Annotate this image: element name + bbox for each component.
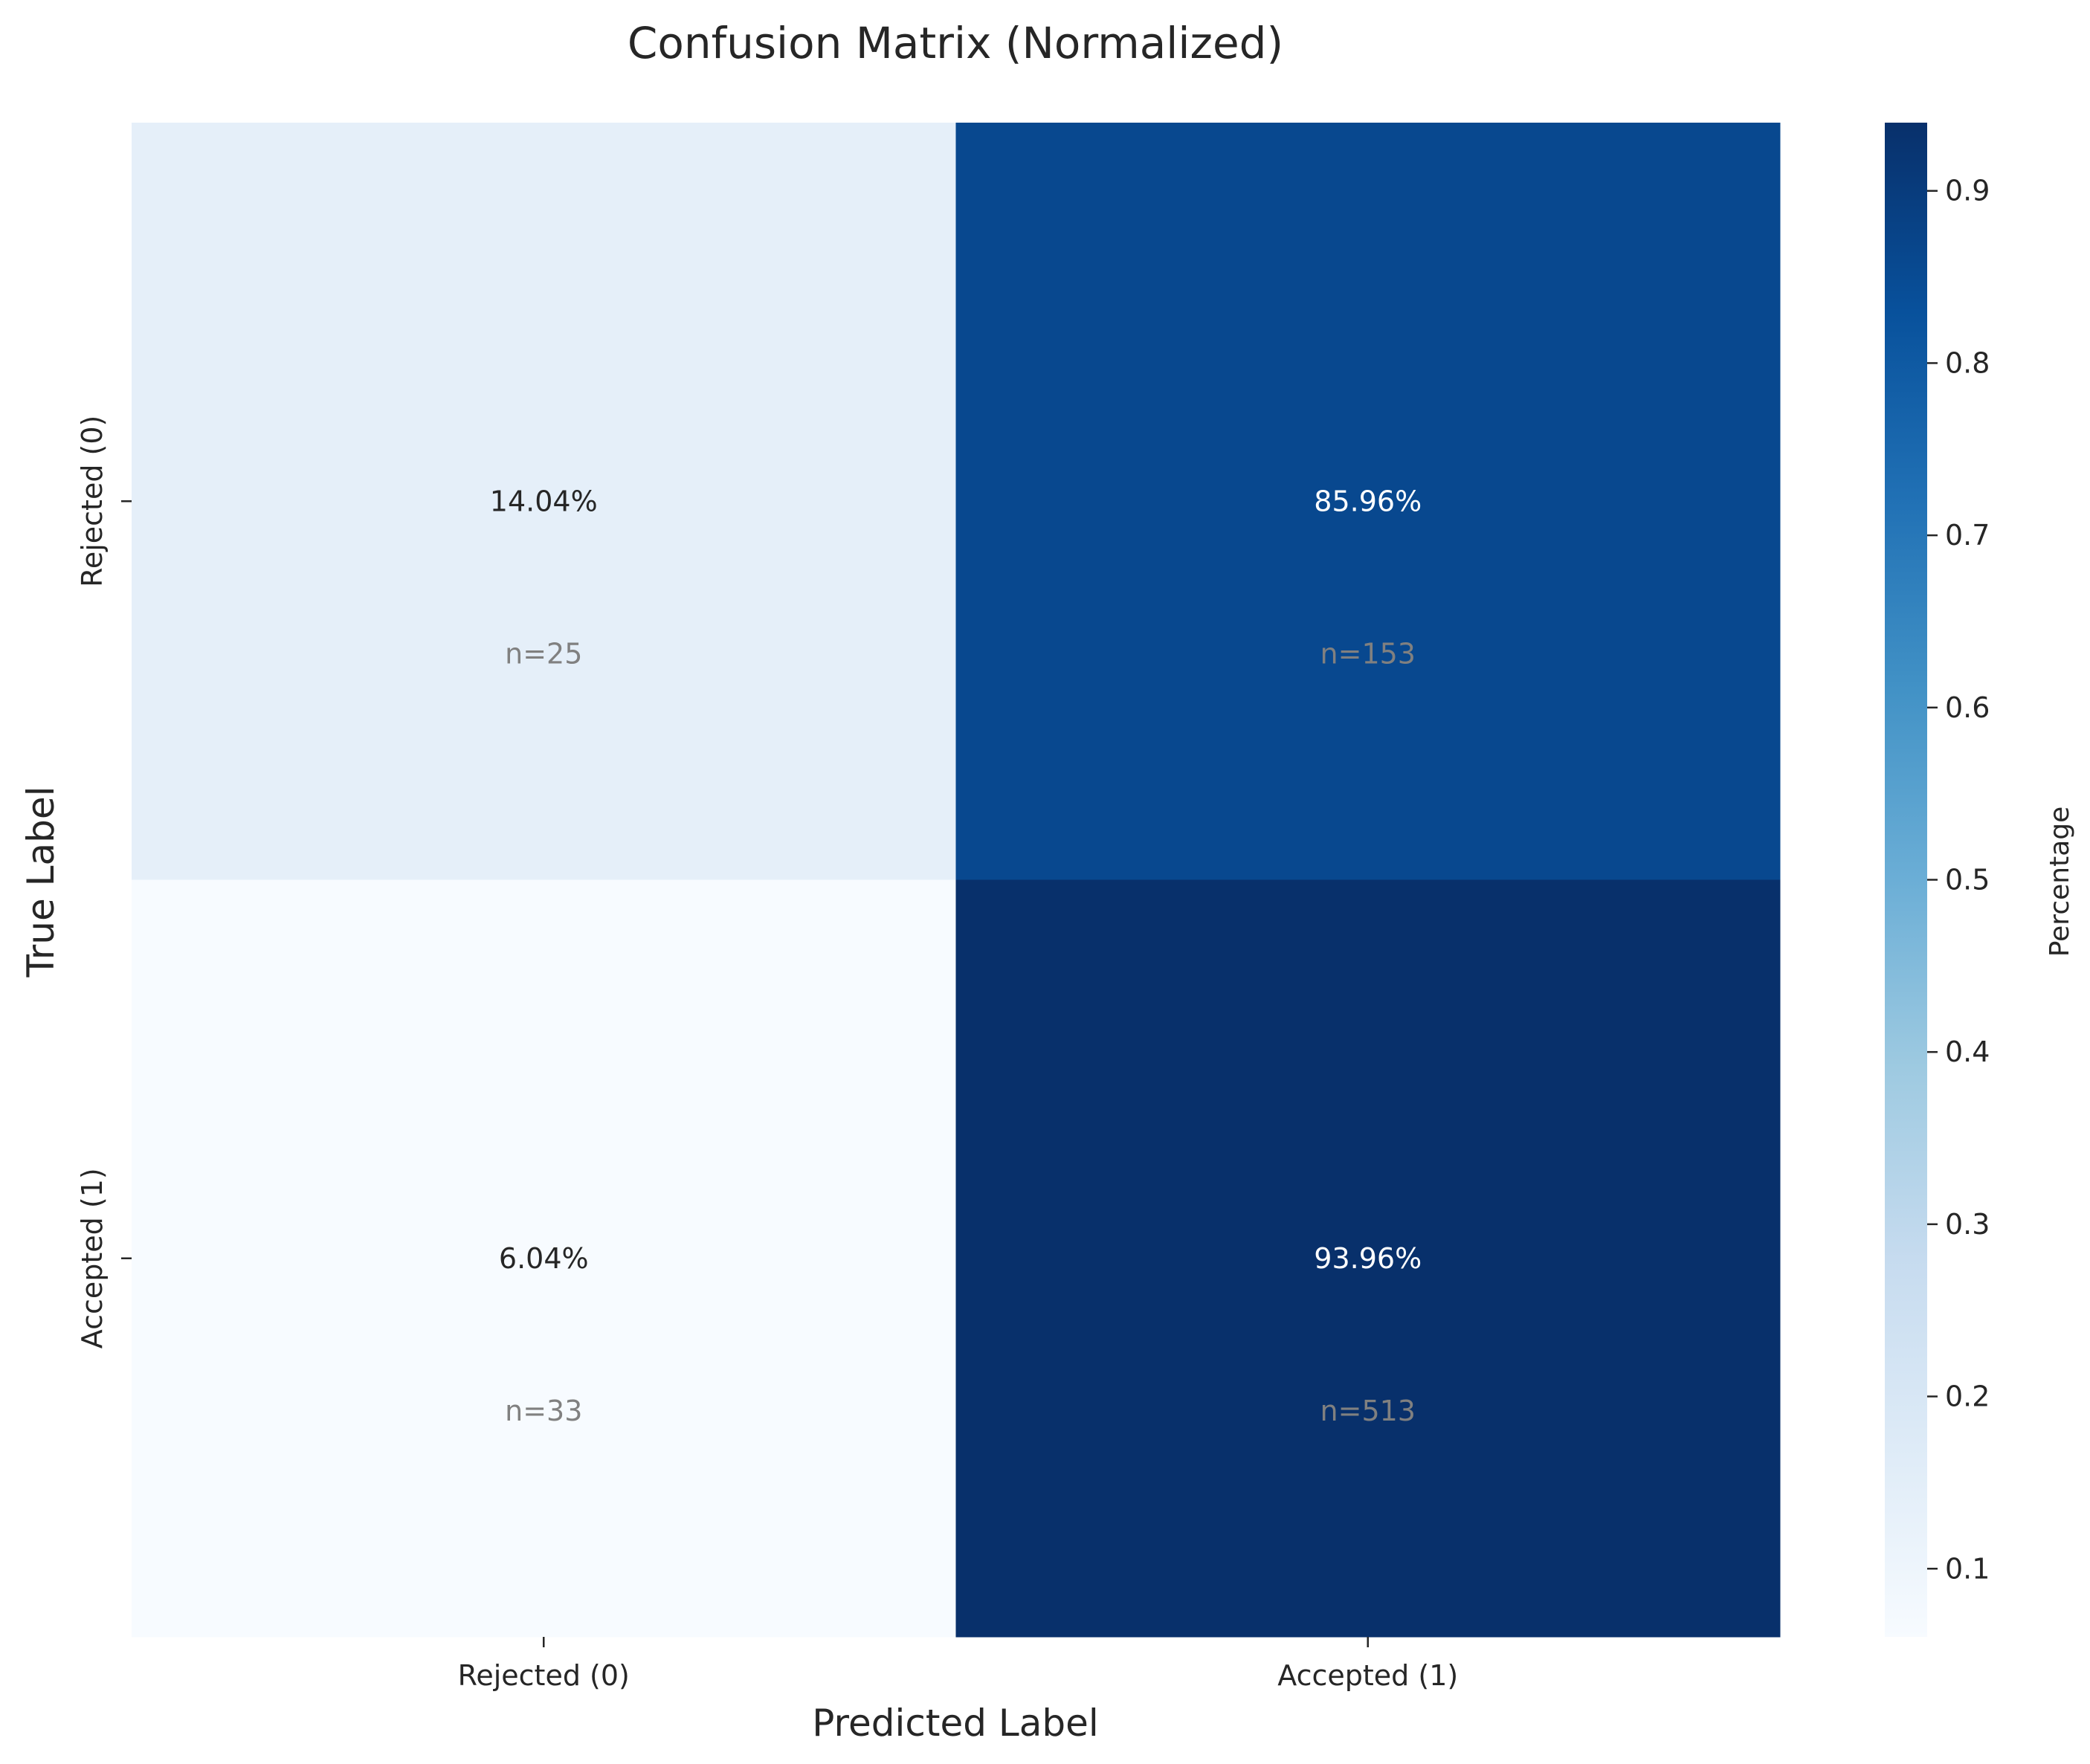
x-axis-label: Predicted Label	[812, 1702, 1099, 1745]
cell-percentage-1-0: 6.04%	[499, 1242, 589, 1275]
x-axis-ticks: Rejected (0) Accepted (1)	[458, 1637, 1458, 1692]
y-tick-label-1: Accepted (1)	[76, 1168, 109, 1348]
colorbar-label: Percentage	[2045, 807, 2075, 957]
heatmap-cell-1-1	[955, 879, 1781, 1638]
heatmap-cells	[132, 123, 1781, 1638]
colorbar-tick-label-4: 0.5	[1945, 864, 1990, 896]
colorbar-tick-label-7: 0.8	[1945, 346, 1990, 379]
heatmap-cell-0-1	[955, 123, 1781, 880]
cell-count-0-0: n=25	[505, 637, 582, 670]
colorbar-tick-label-5: 0.6	[1945, 691, 1990, 724]
x-tick-label-1: Accepted (1)	[1277, 1659, 1458, 1692]
colorbar-tick-label-2: 0.3	[1945, 1208, 1990, 1241]
y-axis-ticks: Rejected (0) Accepted (1)	[76, 416, 132, 1348]
cell-count-1-0: n=33	[505, 1395, 582, 1427]
x-tick-label-0: Rejected (0)	[458, 1659, 630, 1692]
heatmap-cell-0-0	[132, 123, 956, 880]
cell-percentage-0-0: 14.04%	[490, 485, 598, 517]
y-tick-label-0: Rejected (0)	[76, 416, 109, 587]
colorbar-tick-label-6: 0.7	[1945, 519, 1990, 552]
colorbar-tick-label-1: 0.2	[1945, 1380, 1990, 1413]
heatmap-cell-1-0	[132, 879, 956, 1638]
colorbar-tick-label-3: 0.4	[1945, 1036, 1990, 1068]
colorbar-tick-label-0: 0.1	[1945, 1552, 1990, 1585]
cell-count-1-1: n=513	[1320, 1395, 1416, 1427]
colorbar-ticks: 0.1 0.2 0.3 0.4 0.5 0.6 0.7 0.8 0.9	[1927, 175, 1990, 1585]
y-axis-label: True Label	[19, 786, 62, 978]
colorbar-tick-label-8: 0.9	[1945, 175, 1990, 207]
cell-percentage-1-1: 93.96%	[1314, 1242, 1422, 1275]
colorbar	[1885, 123, 1927, 1637]
chart-title: Confusion Matrix (Normalized)	[628, 18, 1283, 68]
cell-count-0-1: n=153	[1320, 637, 1416, 670]
heatmap-annotations: 14.04% n=25 85.96% n=153 6.04% n=33 93.96% n=51…	[490, 485, 1422, 1427]
cell-percentage-0-1: 85.96%	[1314, 485, 1422, 517]
